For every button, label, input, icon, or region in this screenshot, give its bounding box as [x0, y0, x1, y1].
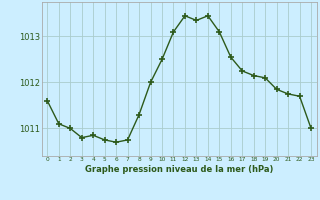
X-axis label: Graphe pression niveau de la mer (hPa): Graphe pression niveau de la mer (hPa): [85, 165, 273, 174]
